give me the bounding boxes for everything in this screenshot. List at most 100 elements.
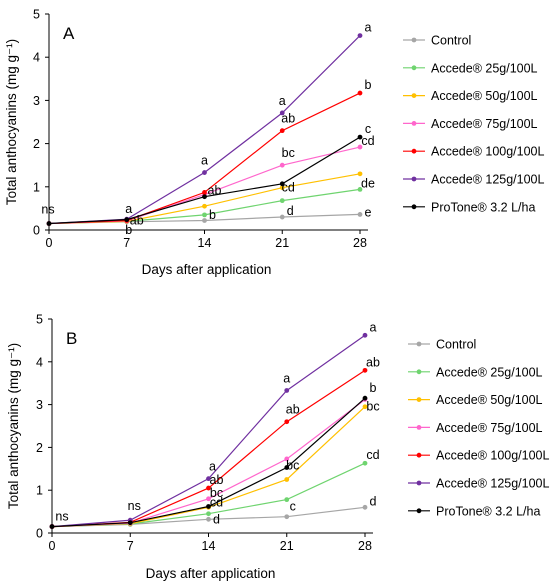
y-tick-label: 5 (36, 313, 43, 327)
x-axis-title: Days after application (146, 566, 276, 581)
data-point (362, 460, 368, 466)
data-point (362, 395, 368, 401)
legend-swatch-marker (411, 65, 417, 71)
legend-swatch-marker (416, 341, 422, 347)
x-tick-label: 7 (123, 236, 130, 250)
data-point (362, 332, 368, 338)
significance-label: a (279, 94, 286, 108)
legend-swatch-marker (416, 508, 422, 514)
data-point (202, 194, 207, 200)
data-point (202, 218, 207, 223)
y-tick-label: 3 (36, 398, 43, 412)
panel-label: A (63, 24, 75, 43)
data-point (206, 476, 211, 482)
legend-swatch-marker (411, 37, 417, 43)
significance-label: a (283, 371, 290, 385)
significance-label: cd (210, 495, 223, 509)
x-tick-label: 28 (358, 539, 372, 553)
data-point (202, 212, 207, 218)
series-line-6 (48, 136, 361, 225)
significance-label: ab (286, 403, 300, 417)
y-axis-title: Total anthocyanins (mg g⁻¹) (4, 39, 19, 205)
data-point (49, 524, 55, 529)
data-point (362, 367, 368, 373)
legend-swatch-marker (411, 93, 417, 98)
significance-label: c (290, 500, 296, 514)
legend-label: Accede® 125g/100L (431, 173, 545, 187)
legend-swatch-marker (411, 176, 417, 182)
x-tick-label: 7 (127, 539, 134, 553)
significance-label: b (125, 223, 132, 237)
data-point (202, 170, 207, 175)
legend-label: Accede® 75g/100L (431, 117, 538, 131)
significance-label: d (370, 494, 377, 508)
data-point (202, 203, 207, 209)
significance-label: bc (282, 146, 295, 160)
significance-label: de (361, 176, 375, 190)
data-point (279, 128, 285, 134)
x-tick-label: 0 (46, 236, 53, 250)
significance-label: a (370, 320, 377, 334)
data-point (362, 504, 368, 510)
data-point (279, 198, 285, 204)
y-tick-label: 1 (36, 484, 43, 498)
y-axis-title: Total anthocyanins (mg g⁻¹) (6, 343, 21, 509)
significance-label: a (365, 21, 372, 35)
x-tick-label: 28 (353, 236, 367, 250)
significance-label: a (201, 154, 208, 168)
data-point (206, 496, 211, 502)
significance-label: cd (361, 134, 374, 148)
data-point (284, 419, 290, 425)
data-point (357, 144, 363, 150)
significance-label: ab (366, 355, 380, 369)
legend-label: Control (436, 338, 476, 352)
y-tick-label: 4 (36, 355, 43, 369)
legend-swatch-marker (411, 148, 417, 154)
data-point (202, 190, 207, 195)
y-tick-label: 2 (36, 441, 43, 455)
significance-label: b (370, 381, 377, 395)
legend-label: Accede® 25g/100L (431, 61, 538, 75)
legend-label: ProTone® 3.2 L/ha (436, 504, 540, 518)
significance-label: ns (41, 203, 54, 217)
data-point (127, 520, 133, 526)
significance-label: cd (282, 181, 295, 195)
y-tick-label: 0 (36, 527, 43, 541)
legend-swatch-marker (416, 480, 422, 486)
legend-swatch-marker (411, 204, 417, 210)
x-tick-label: 21 (275, 236, 289, 250)
legend-label: Control (431, 34, 471, 48)
x-tick-label: 0 (49, 539, 56, 553)
data-point (357, 171, 363, 177)
chart-panel-a: 0 1 2 3 4 5 0 7 14 21 28 Days after application Tota… (4, 8, 545, 278)
y-tick-label: 1 (33, 180, 40, 194)
significance-label: d (213, 512, 220, 526)
data-point (357, 212, 363, 217)
data-point (279, 185, 285, 191)
data-point (357, 186, 363, 192)
significance-label: ns (128, 499, 141, 513)
y-tick-label: 0 (33, 224, 40, 238)
legend-label: Accede® 100g/100L (436, 449, 550, 463)
data-point (46, 221, 52, 226)
data-point (279, 162, 285, 168)
series-line-4 (51, 369, 366, 528)
significance-label: a (209, 460, 216, 474)
data-point (206, 511, 211, 517)
y-tick-label: 2 (33, 137, 40, 151)
significance-label: bc (366, 400, 379, 414)
legend-label: Accede® 50g/100L (431, 89, 538, 103)
y-tick-label: 5 (33, 8, 40, 22)
data-point (279, 214, 285, 220)
significance-label: bc (286, 459, 299, 473)
significance-label: d (287, 204, 294, 218)
legend-swatch-marker (416, 397, 422, 402)
x-axis-title: Days after application (142, 262, 272, 277)
legend-swatch-marker (411, 121, 417, 126)
data-point (284, 388, 290, 393)
significance-label: a (125, 202, 132, 216)
legend-swatch-marker (416, 369, 422, 375)
data-point (284, 514, 290, 520)
chart-panel-b: 0 1 2 3 4 5 0 7 14 21 28 Days after application Tota… (6, 313, 550, 582)
significance-label: ab (281, 112, 295, 126)
